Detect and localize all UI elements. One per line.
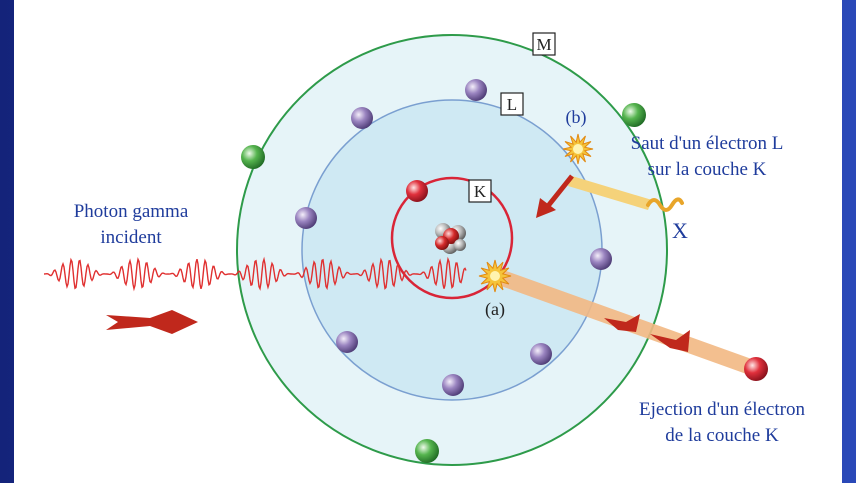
photon-wave — [43, 256, 467, 292]
shell-k-label-text: K — [474, 182, 487, 201]
ejected-electron — [744, 357, 768, 381]
electron-l — [295, 207, 317, 229]
xray-label: X — [672, 218, 688, 243]
marker-a: (a) — [485, 299, 505, 320]
ejection-arrow-1 — [604, 314, 640, 332]
shell-label-l: L — [500, 92, 524, 116]
electron-l — [590, 248, 612, 270]
electron-k — [406, 180, 428, 202]
electron-m — [622, 103, 646, 127]
electron-l — [351, 107, 373, 129]
m-shell-electrons — [241, 103, 646, 463]
electron-l — [336, 331, 358, 353]
ejection-label-line2: de la couche K — [665, 425, 779, 446]
shell-k-ring — [390, 176, 514, 300]
electron-l — [465, 79, 487, 101]
electron-l — [530, 343, 552, 365]
shell-label-k: K — [468, 179, 492, 203]
nucleus-icon — [435, 223, 466, 254]
electron-l — [442, 374, 464, 396]
photon-label-line1: Photon gamma — [74, 201, 189, 222]
shell-label-m: M — [532, 32, 556, 56]
ejection-beam — [490, 268, 760, 376]
xray-beam — [568, 176, 684, 212]
jump-label-line2: sur la couche K — [648, 159, 767, 180]
marker-b: (b) — [566, 107, 587, 128]
shell-l-label-text: L — [507, 95, 517, 114]
collision-burst-icon — [478, 259, 512, 293]
electron-jump-arrow — [536, 174, 574, 218]
ejection-label-line1: Ejection d'un électron — [639, 399, 805, 420]
electron-m — [241, 145, 265, 169]
l-shell-electrons — [295, 79, 612, 396]
collision-burst-icon — [562, 133, 594, 165]
shell-m-label-text: M — [536, 35, 551, 54]
electron-m — [415, 439, 439, 463]
shell-k — [390, 176, 514, 300]
photon-label-line2: incident — [100, 227, 162, 248]
photon-direction-arrow — [106, 310, 198, 334]
jump-label-line1: Saut d'un électron L — [631, 133, 784, 154]
xray-wave-icon — [646, 197, 684, 212]
ejection-arrow-2 — [650, 330, 690, 352]
